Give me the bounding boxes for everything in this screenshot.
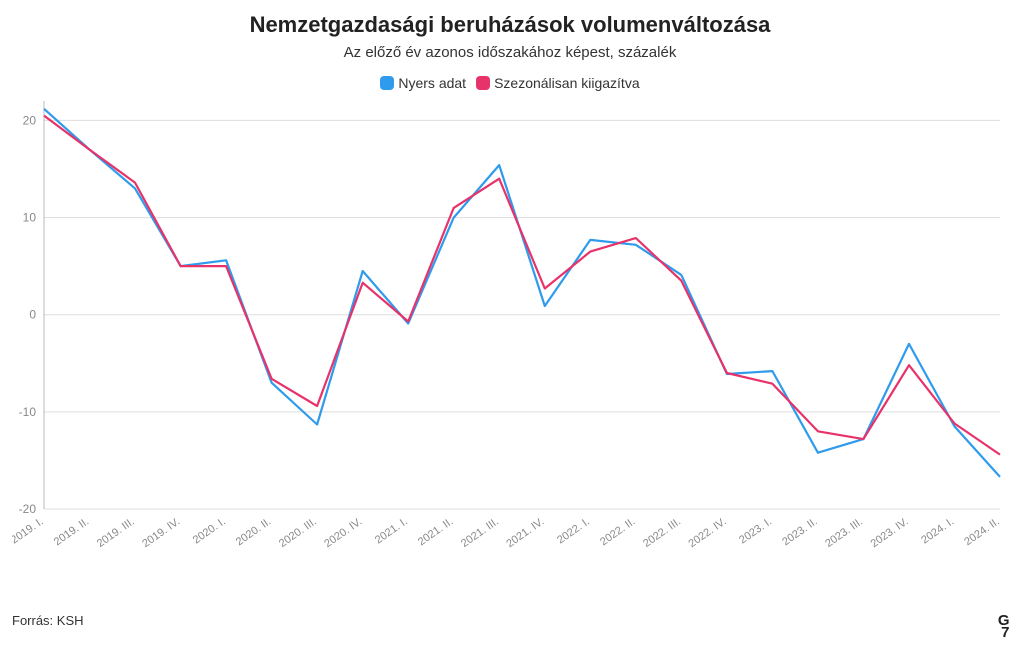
svg-text:2022. III.: 2022. III. (641, 516, 683, 550)
svg-text:20: 20 (23, 113, 37, 127)
legend-item-1: Szezonálisan kiigazítva (476, 75, 640, 91)
svg-text:-20: -20 (19, 502, 37, 516)
svg-text:2021. III.: 2021. III. (459, 516, 501, 550)
svg-text:2021. IV.: 2021. IV. (504, 516, 546, 551)
source-label: Forrás: KSH (12, 613, 84, 628)
svg-text:2019. II.: 2019. II. (52, 516, 91, 549)
legend-item-0: Nyers adat (380, 75, 466, 91)
svg-text:2024. II.: 2024. II. (962, 516, 1001, 549)
svg-text:-10: -10 (19, 405, 37, 419)
chart-title: Nemzetgazdasági beruházások volumenválto… (12, 12, 1008, 38)
svg-text:2020. II.: 2020. II. (234, 516, 273, 549)
svg-text:2023. II.: 2023. II. (780, 516, 819, 549)
svg-text:2023. III.: 2023. III. (823, 516, 865, 550)
svg-text:2022. IV.: 2022. IV. (686, 516, 728, 551)
svg-text:2024. I.: 2024. I. (919, 516, 956, 547)
svg-text:2020. III.: 2020. III. (277, 516, 319, 550)
svg-text:2019. III.: 2019. III. (95, 516, 137, 550)
svg-text:2023. IV.: 2023. IV. (869, 516, 911, 551)
svg-text:2021. II.: 2021. II. (416, 516, 455, 549)
svg-text:2022. II.: 2022. II. (598, 516, 637, 549)
chart-container: Nemzetgazdasági beruházások volumenválto… (0, 0, 1020, 650)
svg-text:2022. I.: 2022. I. (555, 516, 592, 547)
chart-subtitle: Az előző év azonos időszakához képest, s… (12, 44, 1008, 61)
legend-swatch-0 (380, 76, 394, 90)
legend: Nyers adat Szezonálisan kiigazítva (12, 75, 1008, 91)
svg-text:2023. I.: 2023. I. (737, 516, 774, 547)
svg-text:2019. IV.: 2019. IV. (140, 516, 182, 551)
brand-logo: G 7 (998, 615, 1010, 641)
legend-swatch-1 (476, 76, 490, 90)
svg-text:2019. I.: 2019. I. (12, 516, 46, 547)
brand-line2: 7 (998, 627, 1010, 640)
svg-text:0: 0 (29, 308, 36, 322)
svg-text:10: 10 (23, 211, 37, 225)
svg-text:2021. I.: 2021. I. (373, 516, 410, 547)
svg-text:2020. I.: 2020. I. (191, 516, 228, 547)
chart-svg: -20-10010202019. I.2019. II.2019. III.20… (12, 97, 1008, 557)
legend-label-1: Szezonálisan kiigazítva (494, 75, 640, 91)
plot-area: -20-10010202019. I.2019. II.2019. III.20… (12, 97, 1008, 557)
svg-text:2020. IV.: 2020. IV. (322, 516, 364, 551)
legend-label-0: Nyers adat (398, 75, 466, 91)
